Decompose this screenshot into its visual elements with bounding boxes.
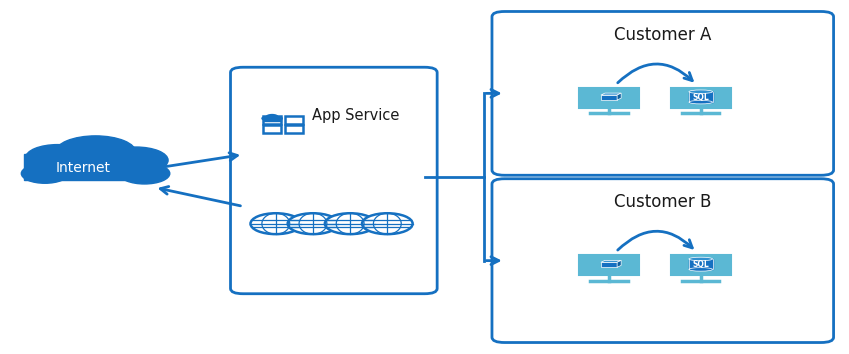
Circle shape bbox=[55, 136, 136, 169]
FancyBboxPatch shape bbox=[231, 67, 437, 294]
Polygon shape bbox=[601, 95, 617, 100]
FancyBboxPatch shape bbox=[579, 255, 639, 275]
Circle shape bbox=[119, 163, 170, 184]
Bar bbox=[689, 92, 712, 102]
FancyBboxPatch shape bbox=[579, 88, 639, 108]
Text: App Service: App Service bbox=[312, 108, 399, 123]
Bar bbox=[263, 116, 281, 124]
Bar bbox=[264, 118, 280, 121]
FancyBboxPatch shape bbox=[671, 88, 731, 108]
Circle shape bbox=[262, 117, 270, 120]
Polygon shape bbox=[617, 260, 621, 267]
Text: Customer A: Customer A bbox=[614, 26, 711, 44]
Polygon shape bbox=[601, 93, 621, 95]
FancyArrowPatch shape bbox=[486, 257, 498, 264]
Circle shape bbox=[250, 213, 301, 234]
Circle shape bbox=[288, 213, 338, 234]
Ellipse shape bbox=[689, 101, 712, 104]
Bar bbox=[284, 125, 303, 133]
FancyBboxPatch shape bbox=[492, 11, 834, 175]
Polygon shape bbox=[601, 262, 617, 267]
Text: SQL: SQL bbox=[692, 93, 709, 102]
FancyArrowPatch shape bbox=[486, 90, 498, 97]
Bar bbox=[24, 154, 150, 180]
Circle shape bbox=[273, 117, 282, 120]
Text: SQL: SQL bbox=[692, 261, 709, 269]
Bar bbox=[689, 259, 712, 269]
Ellipse shape bbox=[689, 257, 712, 261]
Text: Internet: Internet bbox=[55, 161, 110, 175]
Circle shape bbox=[21, 164, 69, 183]
Circle shape bbox=[25, 144, 90, 171]
FancyBboxPatch shape bbox=[671, 255, 731, 275]
Circle shape bbox=[267, 115, 278, 119]
FancyBboxPatch shape bbox=[492, 179, 834, 343]
Bar bbox=[263, 125, 281, 133]
Circle shape bbox=[362, 213, 413, 234]
FancyArrowPatch shape bbox=[618, 64, 692, 83]
Ellipse shape bbox=[689, 268, 712, 271]
Polygon shape bbox=[617, 93, 621, 100]
Polygon shape bbox=[601, 260, 621, 262]
Circle shape bbox=[325, 213, 375, 234]
FancyArrowPatch shape bbox=[157, 153, 238, 168]
Ellipse shape bbox=[689, 90, 712, 93]
Text: Customer B: Customer B bbox=[614, 193, 711, 211]
FancyArrowPatch shape bbox=[618, 231, 692, 250]
FancyArrowPatch shape bbox=[160, 187, 240, 206]
Circle shape bbox=[104, 147, 168, 173]
Bar bbox=[284, 116, 303, 124]
